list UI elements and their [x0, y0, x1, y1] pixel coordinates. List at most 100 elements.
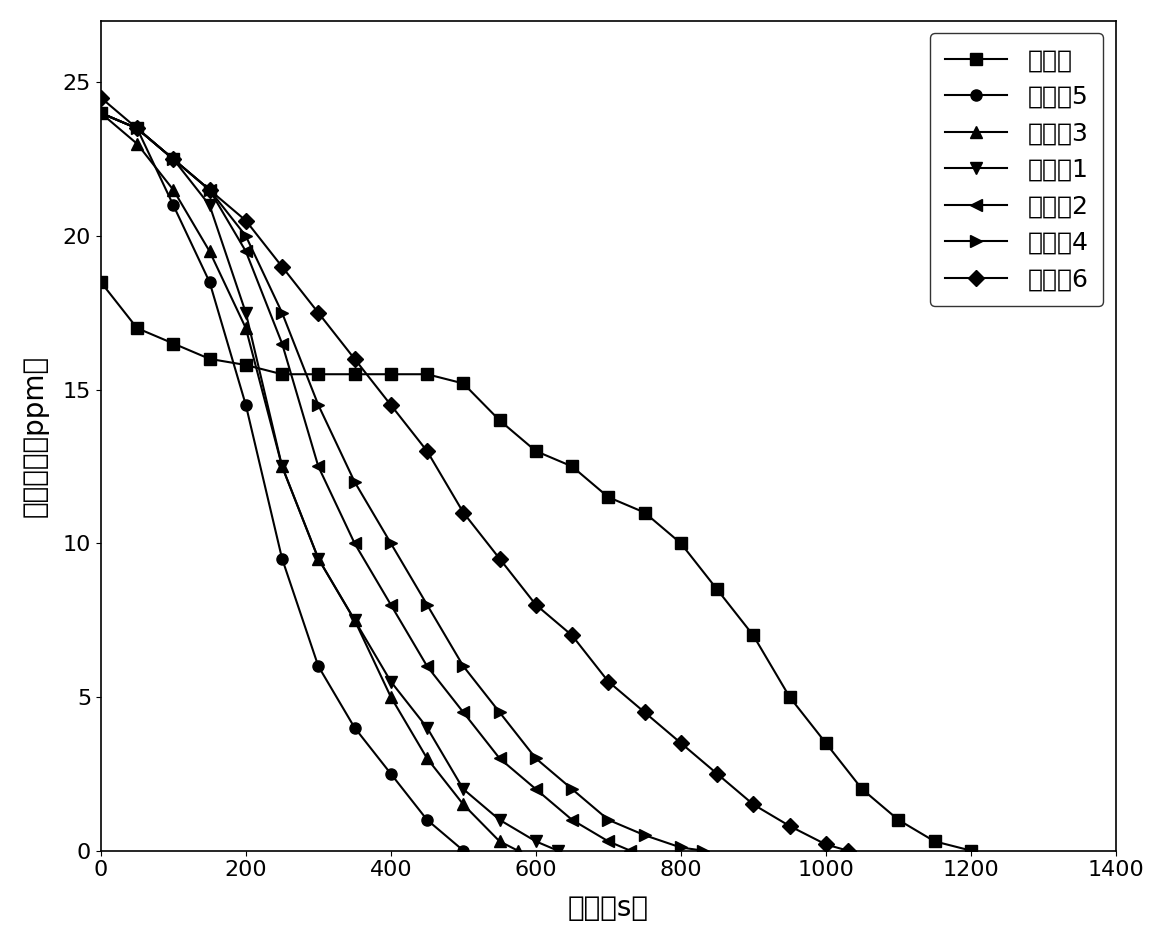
实施例4 — [311, 399, 325, 410]
对比例 — [130, 323, 144, 334]
实施例3 — [457, 799, 471, 810]
实施例6 — [747, 799, 761, 810]
实施例3 — [311, 553, 325, 564]
对比例 — [203, 354, 217, 365]
Line: 实施例2: 实施例2 — [96, 108, 636, 856]
实施例6 — [130, 123, 144, 134]
实施例6 — [493, 553, 507, 564]
实施例6 — [383, 399, 397, 410]
实施例4 — [239, 230, 253, 241]
实施例6 — [783, 820, 797, 832]
对比例 — [94, 276, 108, 288]
实施例1 — [130, 123, 144, 134]
对比例 — [529, 445, 543, 456]
实施例4 — [421, 599, 435, 610]
实施例5 — [275, 553, 289, 564]
实施例1 — [383, 676, 397, 687]
Line: 实施例5: 实施例5 — [96, 108, 468, 856]
实施例3 — [203, 246, 217, 257]
Line: 对比例: 对比例 — [96, 276, 976, 856]
实施例6 — [709, 768, 723, 779]
实施例4 — [529, 753, 543, 764]
实施例1 — [457, 784, 471, 795]
Legend: 对比例, 实施例5, 实施例3, 实施例1, 实施例2, 实施例4, 实施例6: 对比例, 实施例5, 实施例3, 实施例1, 实施例2, 实施例4, 实施例6 — [930, 33, 1103, 306]
实施例6 — [565, 630, 579, 641]
实施例2 — [493, 753, 507, 764]
实施例1 — [529, 835, 543, 847]
实施例6 — [421, 445, 435, 456]
实施例5 — [457, 845, 471, 856]
对比例 — [493, 415, 507, 426]
实施例4 — [94, 108, 108, 119]
实施例2 — [203, 184, 217, 195]
对比例 — [383, 369, 397, 380]
实施例2 — [565, 814, 579, 825]
实施例3 — [239, 323, 253, 334]
实施例1 — [421, 722, 435, 734]
实施例6 — [637, 706, 651, 718]
实施例4 — [493, 706, 507, 718]
实施例4 — [696, 845, 709, 856]
实施例6 — [529, 599, 543, 610]
实施例1 — [239, 307, 253, 319]
对比例 — [963, 845, 977, 856]
实施例3 — [421, 753, 435, 764]
实施例5 — [94, 108, 108, 119]
实施例2 — [623, 845, 637, 856]
对比例 — [167, 338, 181, 349]
实施例6 — [841, 845, 855, 856]
对比例 — [673, 538, 687, 549]
X-axis label: 时间（s）: 时间（s） — [567, 894, 649, 922]
实施例6 — [239, 215, 253, 226]
实施例1 — [347, 615, 361, 626]
实施例1 — [94, 108, 108, 119]
实施例4 — [203, 184, 217, 195]
实施例2 — [601, 835, 615, 847]
实施例6 — [673, 737, 687, 749]
实施例1 — [203, 200, 217, 211]
实施例2 — [383, 599, 397, 610]
实施例4 — [167, 154, 181, 165]
实施例3 — [383, 691, 397, 703]
实施例4 — [565, 784, 579, 795]
对比例 — [239, 359, 253, 371]
实施例1 — [167, 154, 181, 165]
实施例2 — [275, 338, 289, 349]
实施例4 — [275, 307, 289, 319]
实施例1 — [275, 461, 289, 472]
对比例 — [927, 835, 941, 847]
实施例1 — [551, 845, 565, 856]
对比例 — [637, 507, 651, 519]
实施例4 — [130, 123, 144, 134]
实施例5 — [347, 722, 361, 734]
实施例2 — [421, 660, 435, 671]
实施例3 — [275, 461, 289, 472]
实施例5 — [130, 123, 144, 134]
Line: 实施例1: 实施例1 — [96, 108, 563, 856]
实施例5 — [311, 660, 325, 671]
实施例4 — [383, 538, 397, 549]
Line: 实施例3: 实施例3 — [96, 108, 523, 856]
Line: 实施例6: 实施例6 — [96, 92, 853, 856]
实施例3 — [167, 184, 181, 195]
Line: 实施例4: 实施例4 — [96, 108, 708, 856]
实施例5 — [239, 399, 253, 410]
实施例5 — [421, 814, 435, 825]
实施例6 — [167, 154, 181, 165]
实施例4 — [673, 842, 687, 853]
实施例3 — [493, 835, 507, 847]
对比例 — [275, 369, 289, 380]
实施例2 — [311, 461, 325, 472]
实施例3 — [347, 615, 361, 626]
实施例6 — [94, 92, 108, 104]
实施例6 — [819, 838, 833, 850]
实施例3 — [510, 845, 524, 856]
实施例2 — [529, 784, 543, 795]
实施例6 — [311, 307, 325, 319]
对比例 — [565, 461, 579, 472]
实施例1 — [493, 814, 507, 825]
实施例6 — [275, 261, 289, 273]
实施例4 — [637, 830, 651, 841]
实施例4 — [347, 476, 361, 488]
对比例 — [709, 584, 723, 595]
